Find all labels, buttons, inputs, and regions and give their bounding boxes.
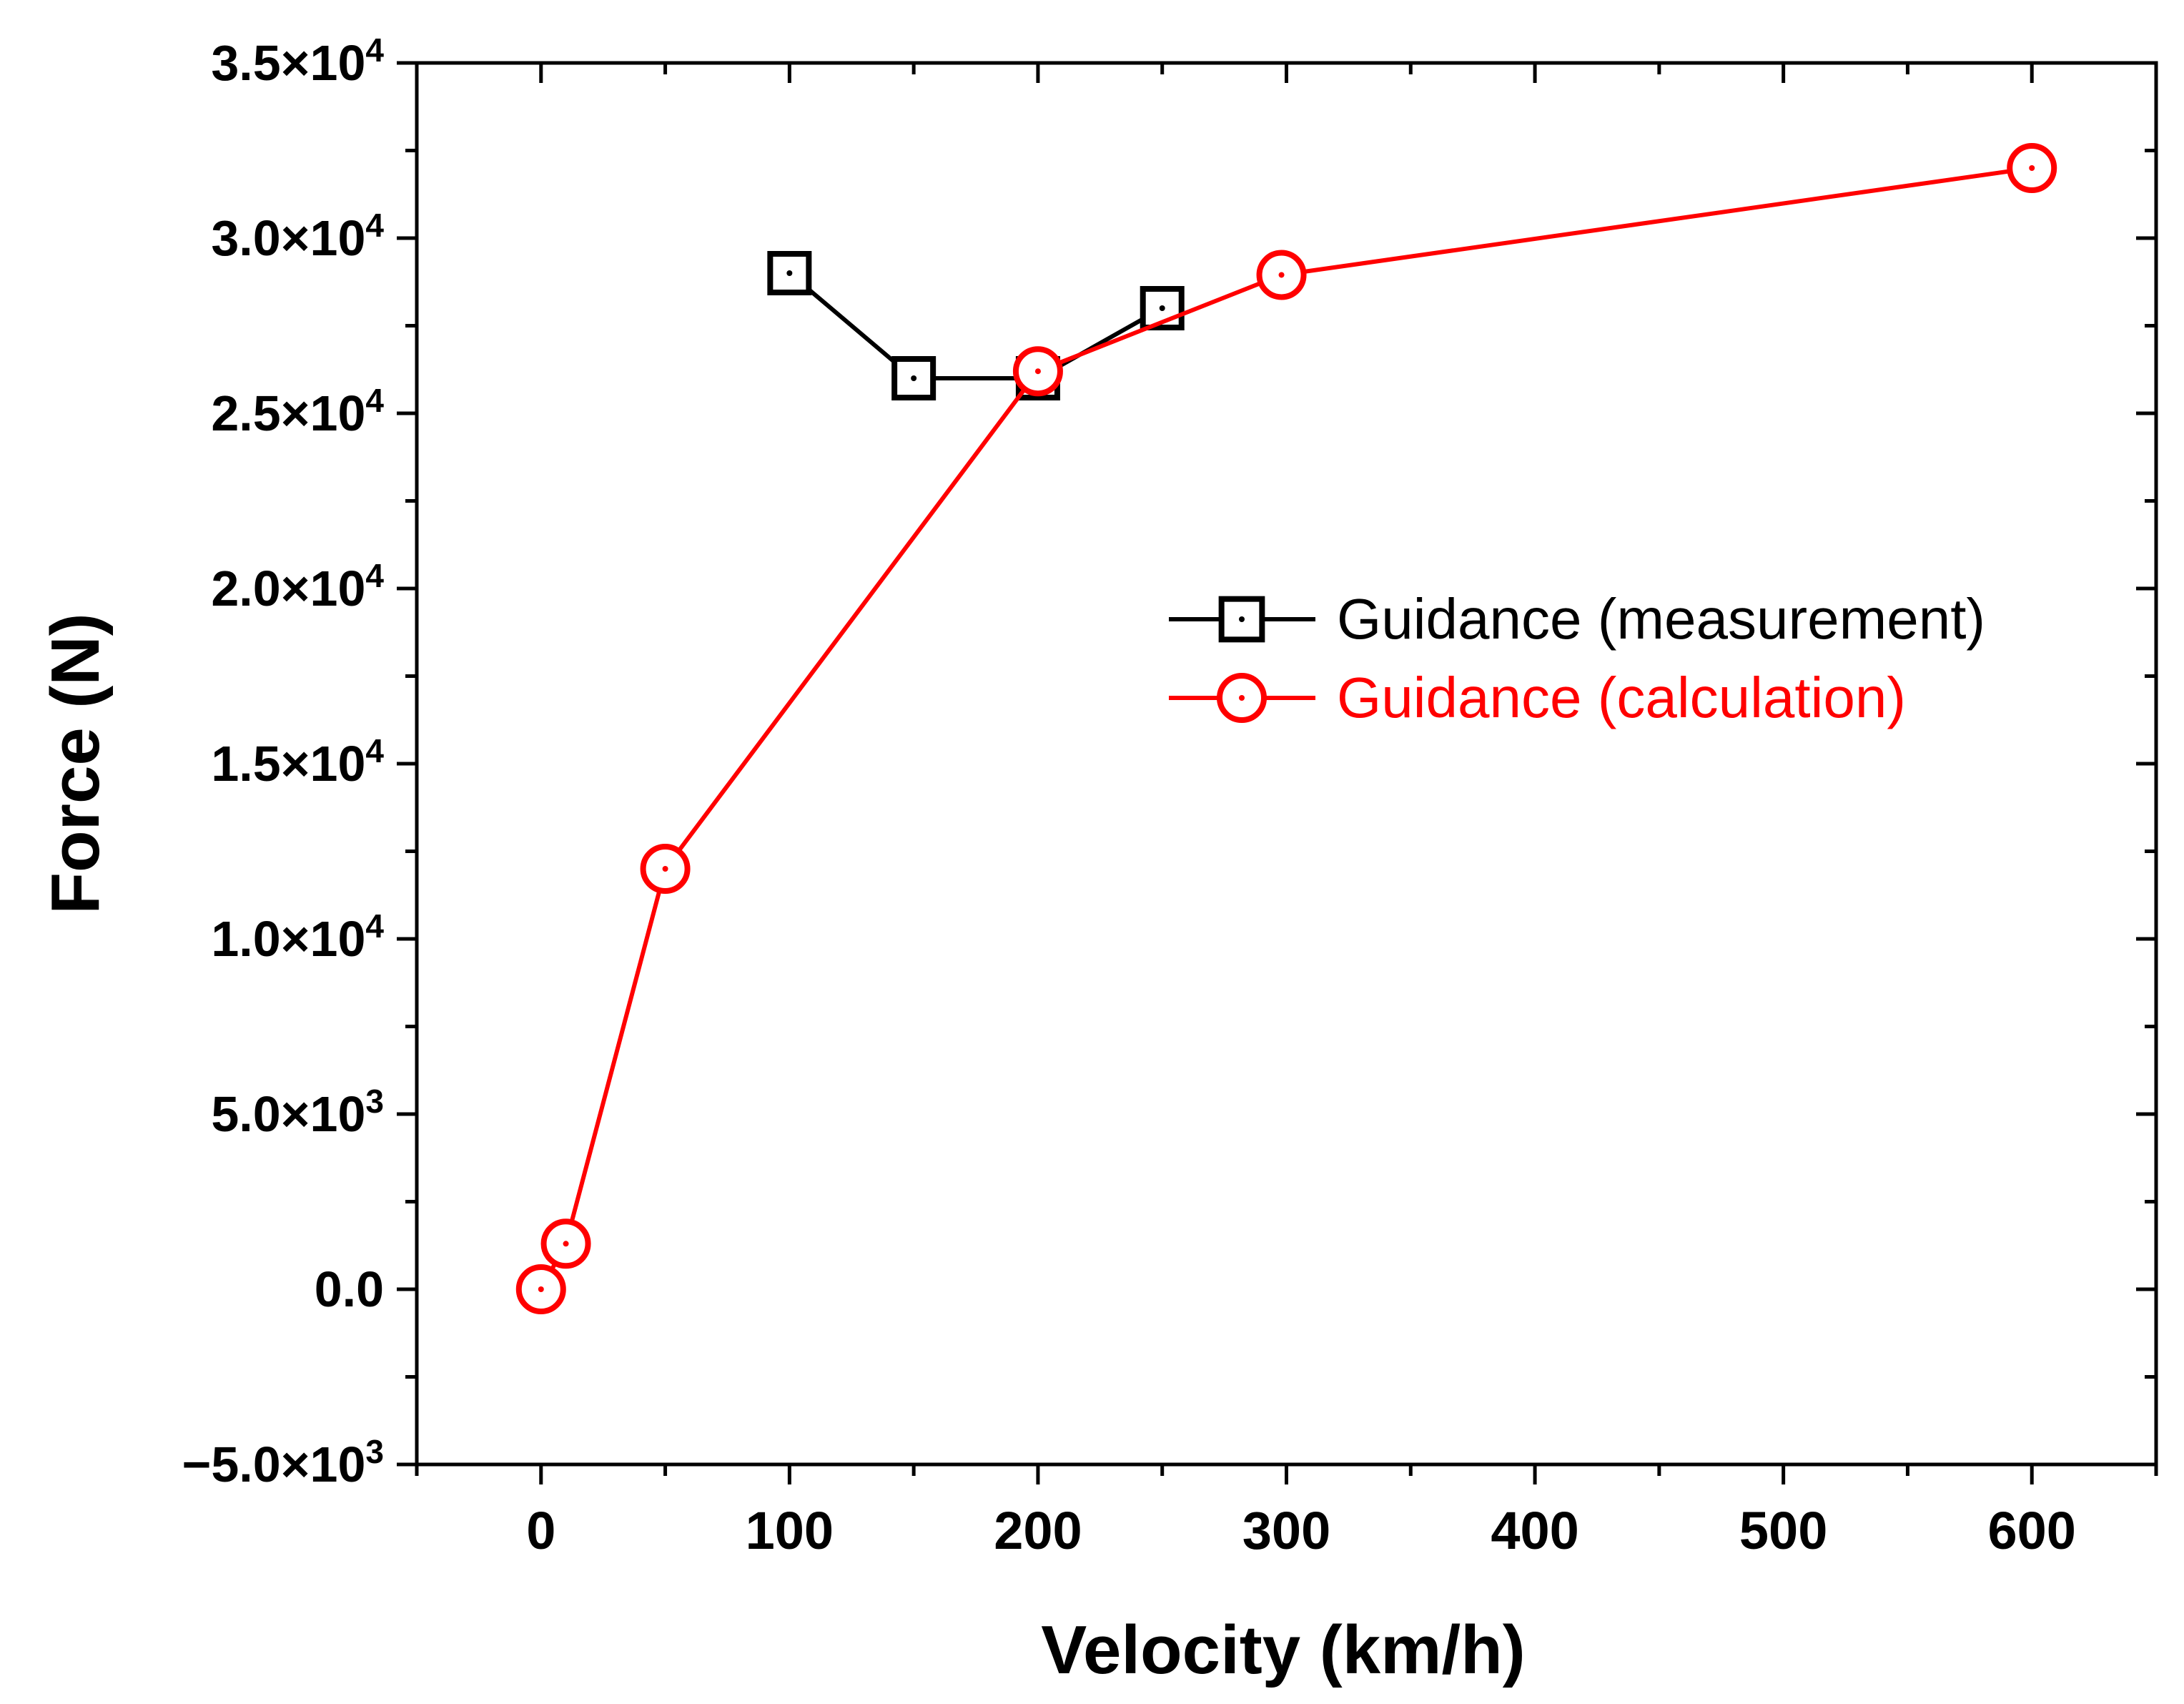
data-point-center-dot — [911, 375, 917, 381]
data-point-center-dot — [563, 1241, 569, 1247]
y-tick-label: 2.5×104 — [211, 382, 384, 441]
data-point-center-dot — [1159, 305, 1165, 311]
data-point-center-dot — [1278, 272, 1285, 278]
series-layer — [515, 143, 2057, 1314]
x-tick-label: 600 — [1987, 1501, 2075, 1560]
series-line — [788, 271, 1164, 380]
y-tick-label: 5.0×103 — [211, 1083, 384, 1142]
x-tick-label: 500 — [1739, 1501, 1827, 1560]
x-tick-label: 300 — [1242, 1501, 1330, 1560]
y-axis-title: Force (N) — [37, 613, 114, 914]
x-axis-ticks: 0 100 200 300 400 500 600 — [415, 63, 2158, 1560]
y-tick-label: 0.0 — [315, 1261, 384, 1317]
legend-marker — [1218, 596, 1265, 643]
data-point-center-dot — [1034, 368, 1041, 375]
legend-marker-center-dot — [1239, 616, 1245, 622]
x-tick-label: 0 — [526, 1501, 555, 1560]
legend-label: Guidance (measurement) — [1337, 587, 1985, 651]
legend-label: Guidance (calculation) — [1337, 666, 1906, 729]
x-axis-title: Velocity (km/h) — [1041, 1612, 1526, 1688]
data-point-center-dot — [786, 270, 793, 276]
y-tick-label: 3.0×104 — [211, 207, 384, 266]
data-point-center-dot — [538, 1286, 544, 1292]
y-tick-label: 1.0×104 — [211, 907, 384, 967]
y-axis-ticks: −5.0×103 0.0 5.0×103 1.0×104 1.5×104 2.0×104 2… — [182, 31, 2156, 1492]
series-1 — [767, 251, 1185, 400]
x-tick-label: 100 — [746, 1501, 834, 1560]
legend: Guidance (measurement) Guidance (calculat… — [1169, 587, 1985, 729]
legend-marker-center-dot — [1239, 695, 1245, 701]
x-tick-label: 200 — [994, 1501, 1082, 1560]
data-point-center-dot — [2029, 165, 2035, 171]
y-tick-label: 3.5×104 — [211, 31, 384, 91]
y-tick-label: 2.0×104 — [211, 557, 384, 616]
x-tick-label: 400 — [1491, 1501, 1578, 1560]
series-2 — [515, 143, 2057, 1314]
data-point-center-dot — [662, 866, 668, 872]
y-tick-label: 1.5×104 — [211, 732, 384, 792]
y-tick-label: −5.0×103 — [182, 1433, 384, 1492]
